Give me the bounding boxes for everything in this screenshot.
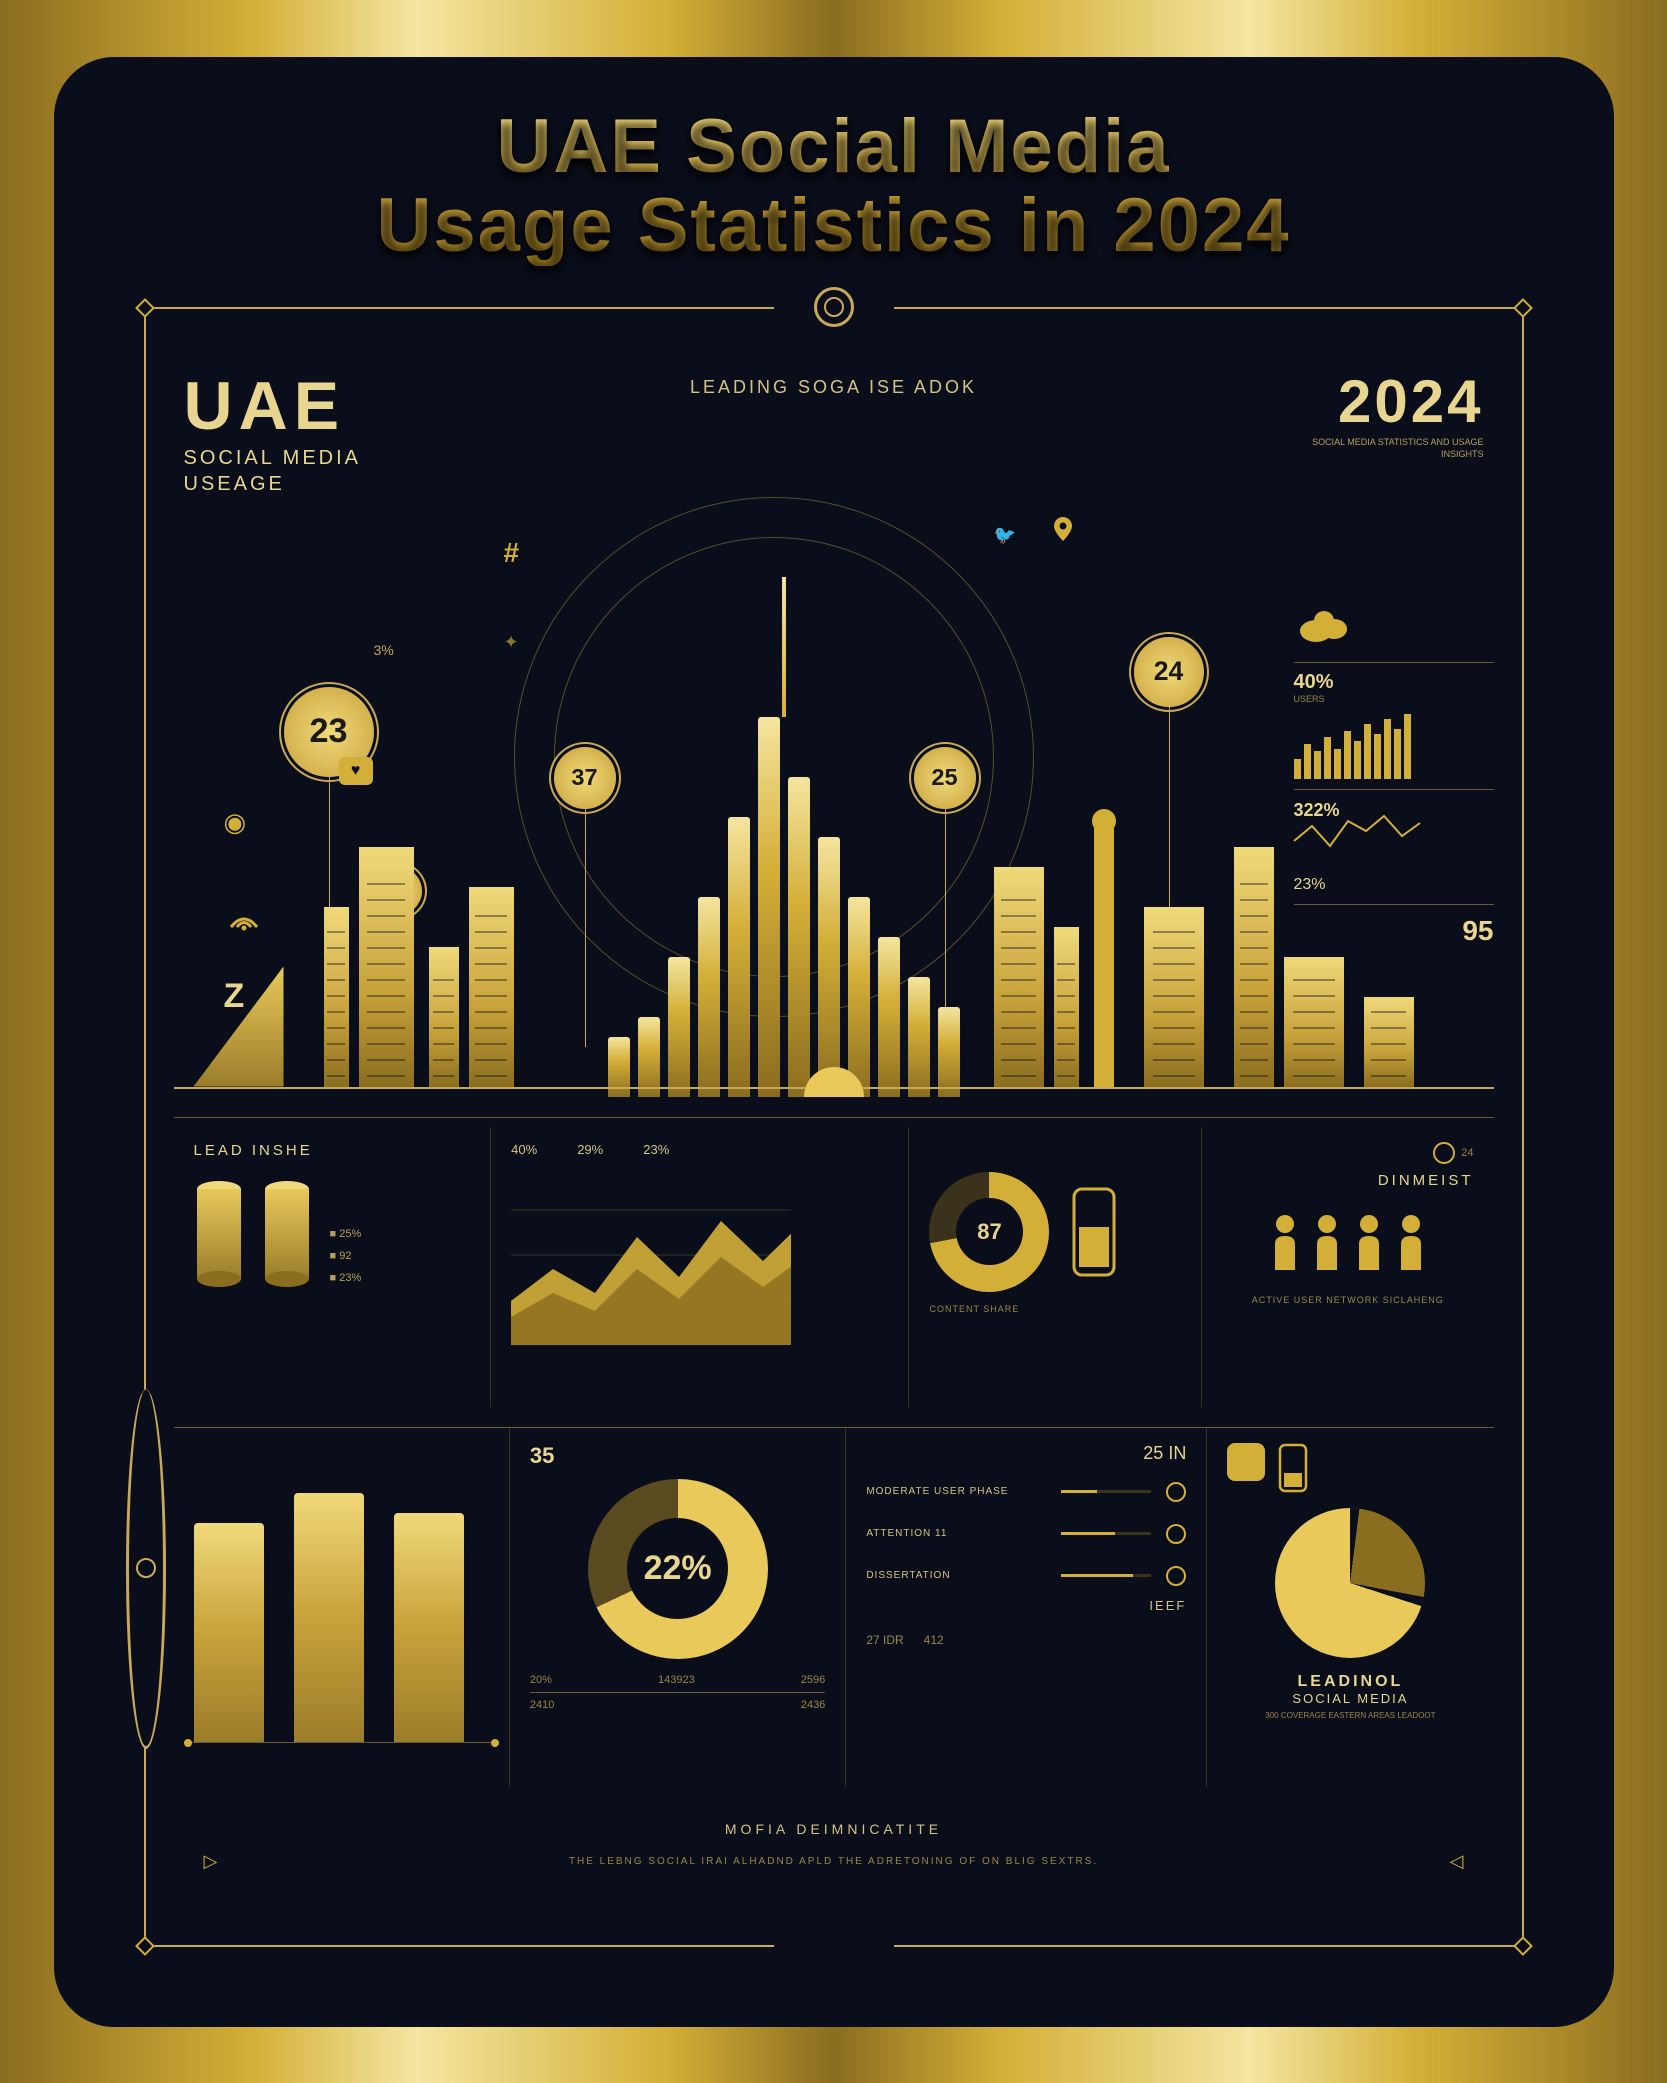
people-icons	[1222, 1214, 1474, 1275]
content-area: UAE SOCIAL MEDIA USEAGE LEADING SOGA ISE…	[174, 347, 1494, 1907]
bottom-panels: 35 22% 20% 143923 2596 2410 2436 25 IN M…	[174, 1427, 1494, 1787]
year-block: 2024 SOCIAL MEDIA STATISTICS AND USAGE I…	[1284, 367, 1484, 461]
panel-donut22: 35 22% 20% 143923 2596 2410 2436	[510, 1428, 846, 1787]
arrow-left-icon: ▷	[204, 1851, 218, 1872]
main-title: UAE Social MediaUsage Statistics in 2024	[114, 107, 1554, 267]
side-stat3: 23%	[1294, 876, 1494, 894]
hash-icon: #	[504, 537, 520, 569]
donut-chart-22: 22%	[588, 1479, 768, 1659]
eye-icon: ◉	[224, 807, 247, 838]
footer-title: MOFIA DEIMNICATITE	[725, 1821, 942, 1837]
panel-people: 24 DINMEIST ACTIVE USER NETWORK SICLAHEN…	[1202, 1127, 1494, 1407]
footer-sub: THE LEBNG SOCIAL IRAI ALHADND APLD THE A…	[569, 1856, 1098, 1867]
sparkle-icon: ✦	[504, 632, 519, 653]
side-stat2: 322%	[1294, 800, 1494, 821]
person-icon	[1311, 1214, 1343, 1275]
person-icon	[1353, 1214, 1385, 1275]
side-stat4: 95	[1294, 915, 1494, 947]
square-icon	[1227, 1443, 1265, 1481]
panel-pie: LEADINOL SOCIAL MEDIA 300 COVERAGE EASTE…	[1207, 1428, 1493, 1787]
side-stats: 40% USERS 322% 23% 95	[1294, 607, 1494, 947]
uae-label-block: UAE SOCIAL MEDIA USEAGE	[184, 367, 362, 497]
person-icon	[1395, 1214, 1427, 1275]
cylinder-icon-2	[262, 1179, 312, 1289]
pin-icon	[1054, 517, 1072, 547]
z-icon: Z	[224, 977, 245, 1016]
year-sub: SOCIAL MEDIA STATISTICS AND USAGE INSIGH…	[1284, 436, 1484, 461]
sun-icon	[804, 1067, 864, 1097]
panel-donut: 87 CONTENT SHARE	[909, 1127, 1202, 1407]
wifi-icon	[229, 907, 259, 938]
center-subtitle: LEADING SOGA ISE ADOK	[690, 377, 977, 398]
area-chart	[511, 1165, 791, 1345]
mid-panels: LEAD INSHE ■ 25% ■ 92	[174, 1127, 1494, 1407]
donut-chart-87: 87	[929, 1172, 1049, 1292]
panel-area: 40% 29% 23%	[491, 1127, 909, 1407]
ornament-bottom	[126, 1389, 166, 1749]
header-row: UAE SOCIAL MEDIA USEAGE LEADING SOGA ISE…	[174, 357, 1494, 497]
cylinder-icon	[194, 1179, 244, 1289]
arrow-right-icon: ◁	[1450, 1851, 1464, 1872]
side-stat1: 40%	[1294, 671, 1494, 694]
phone-icon	[1069, 1187, 1119, 1277]
ring-icon	[1433, 1142, 1455, 1164]
ornament-top	[814, 287, 854, 327]
mini-bar-chart	[1294, 714, 1494, 779]
bar-chart	[194, 1473, 489, 1743]
uae-text: UAE	[184, 367, 362, 445]
phone-icon-2	[1277, 1443, 1309, 1493]
bird-icon: 🐦	[994, 525, 1016, 546]
panel-rows: 25 IN MODERATE USER PHASEATTENTION 11DIS…	[846, 1428, 1207, 1787]
uae-sub1: SOCIAL MEDIA	[184, 445, 362, 471]
panel-bars	[174, 1428, 510, 1787]
infographic-card: UAE Social MediaUsage Statistics in 2024…	[54, 57, 1614, 2027]
stat-row: ATTENTION 11	[866, 1524, 1186, 1544]
person-icon	[1269, 1214, 1301, 1275]
stat-row: DISSERTATION	[866, 1566, 1186, 1586]
cloud-icon	[1294, 607, 1354, 643]
stat-row: MODERATE USER PHASE	[866, 1482, 1186, 1502]
divider-1	[174, 1117, 1494, 1118]
pie-chart	[1275, 1508, 1425, 1658]
hero-skyline: 3% 2337252423 40% USERS	[174, 487, 1494, 1107]
percent-label: 3%	[374, 642, 394, 658]
year-text: 2024	[1284, 367, 1484, 436]
mini-line-chart	[1294, 821, 1434, 871]
panel-lead: LEAD INSHE ■ 25% ■ 92	[174, 1127, 492, 1407]
chat-icon: ♥	[339, 757, 373, 785]
